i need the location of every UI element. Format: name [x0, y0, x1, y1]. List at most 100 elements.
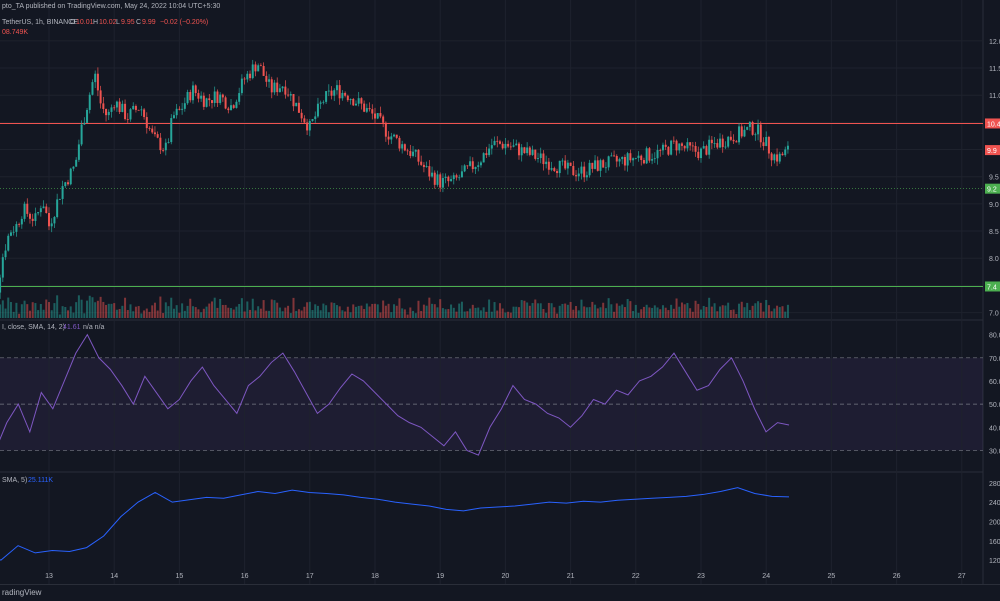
candle-body	[1, 257, 4, 278]
volume-bar	[1, 300, 4, 318]
candle-body	[659, 150, 662, 151]
obv-tick-label: 200	[989, 520, 1000, 527]
volume-bar	[143, 310, 146, 318]
volume-bar	[748, 310, 751, 318]
ohlc-h-label: H	[93, 19, 98, 26]
volume-bar	[178, 312, 181, 318]
volume-bar	[621, 304, 624, 318]
volume-bar	[363, 309, 366, 318]
volume-bar	[591, 301, 594, 318]
candle-body	[452, 175, 455, 180]
volume-bar	[249, 309, 252, 318]
horizontal-levels[interactable]	[0, 122, 983, 287]
volume-bar	[105, 304, 108, 318]
volume-bar	[634, 304, 637, 318]
volume-bar	[333, 302, 336, 318]
volume-bar	[325, 305, 328, 318]
volume-bar	[360, 305, 363, 318]
candle-body	[528, 147, 531, 155]
volume-bar	[599, 307, 602, 318]
volume-bar	[523, 300, 526, 318]
candle-body	[645, 148, 648, 164]
volume-bar	[469, 308, 472, 318]
volume-bar	[162, 313, 165, 318]
price-tick-label: 9.0	[989, 202, 999, 209]
candle-body	[504, 143, 507, 149]
candle-body	[626, 153, 629, 166]
tradingview-brand[interactable]: radingView	[2, 588, 42, 597]
candle-body	[550, 168, 553, 170]
candle-body	[4, 250, 7, 258]
candle-body	[18, 224, 21, 225]
candle-body	[651, 159, 654, 161]
candle-body	[297, 102, 300, 113]
ohlc-line: TetherUS, 1h, BINANCE O 10.01 H 10.02 L …	[2, 19, 208, 26]
volume-bar	[126, 310, 129, 318]
volume-bar	[648, 307, 651, 318]
candle-body	[69, 168, 72, 185]
volume-bar	[232, 309, 235, 318]
candle-body	[200, 95, 203, 99]
candle-body	[773, 154, 776, 161]
volume-bar	[455, 311, 458, 318]
volume-bar	[740, 301, 743, 318]
candle-body	[58, 198, 61, 200]
volume-bar	[276, 302, 279, 318]
rsi-line	[0, 333, 790, 456]
candle-body	[194, 85, 197, 94]
volume-bar	[42, 309, 45, 318]
candle-body	[539, 153, 542, 159]
candle-body	[615, 156, 618, 162]
candle-body	[341, 92, 344, 99]
candle-body	[762, 142, 765, 147]
volume-bar	[327, 312, 330, 318]
volume-bar	[762, 311, 765, 318]
candle-body	[675, 140, 678, 151]
volume-bar	[488, 299, 491, 318]
volume-bar	[545, 312, 548, 318]
candle-body	[162, 150, 165, 151]
volume-bar	[96, 300, 99, 318]
price-tag-box	[985, 281, 1000, 292]
candle-body	[580, 166, 583, 174]
candle-body	[460, 171, 463, 178]
volume-bar	[354, 306, 357, 318]
candle-body	[683, 145, 686, 149]
volume-bar	[115, 309, 118, 318]
candle-body	[115, 101, 118, 108]
volume-bar	[224, 304, 227, 318]
volume-bar	[675, 298, 678, 318]
volume-bar	[94, 302, 97, 318]
volume-bar	[357, 305, 360, 318]
candle-body	[216, 91, 219, 103]
volume-bar	[346, 306, 349, 318]
volume-bar	[387, 303, 390, 318]
volume-bar	[450, 304, 453, 318]
candle-body	[118, 101, 121, 112]
candle-body	[224, 97, 227, 109]
date-tick-label: 20	[502, 573, 510, 580]
volume-bar	[273, 300, 276, 318]
candle-body	[409, 151, 412, 156]
volume-bar	[680, 302, 683, 318]
volume-bar	[390, 312, 393, 318]
candle-body	[735, 141, 738, 143]
volume-bar	[170, 297, 173, 318]
candle-body	[134, 105, 137, 110]
volume-bar	[776, 305, 779, 318]
volume-bar	[365, 303, 368, 318]
candle-body	[786, 145, 789, 150]
volume-bar	[292, 297, 295, 318]
volume-bar	[547, 302, 550, 318]
grid	[0, 0, 983, 584]
candle-body	[191, 85, 194, 101]
candle-body	[517, 143, 520, 156]
candle-body	[259, 65, 262, 67]
price-tick-label: 8.5	[989, 229, 999, 236]
candle-body	[395, 134, 398, 138]
candle-body	[743, 129, 746, 137]
volume-bar	[653, 305, 656, 318]
volume-bar	[28, 310, 31, 318]
candle-body	[7, 235, 10, 251]
